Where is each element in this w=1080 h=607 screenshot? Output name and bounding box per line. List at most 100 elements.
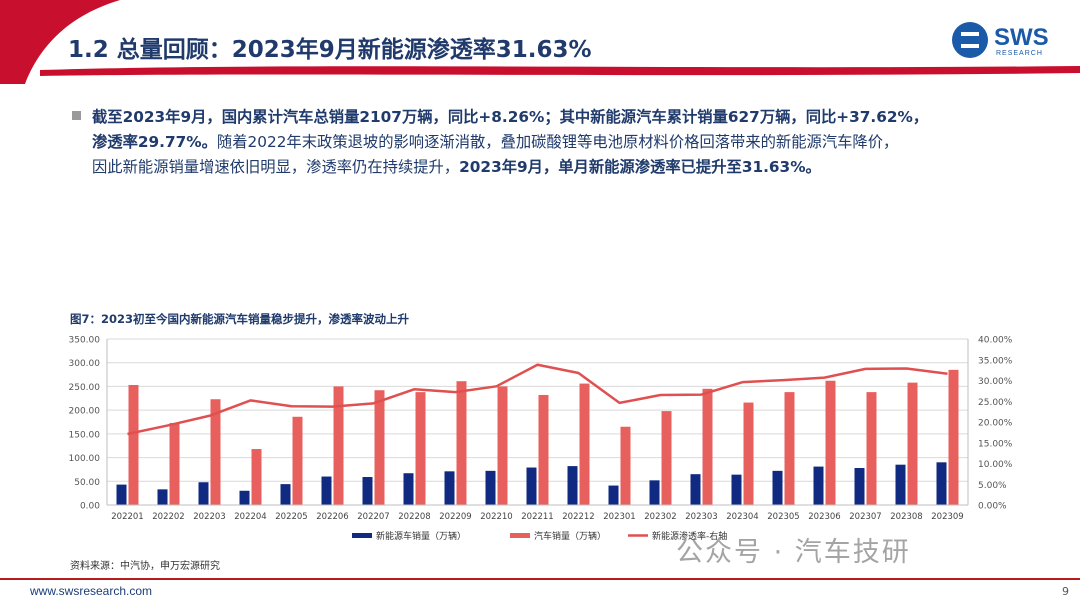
legend-swatch xyxy=(352,533,372,538)
x-tick-label: 202301 xyxy=(603,512,635,522)
bullet-icon xyxy=(72,111,81,120)
y-right-tick-label: 25.00% xyxy=(978,398,1013,408)
bar-nev-sales xyxy=(731,474,742,505)
bar-nev-sales xyxy=(362,477,373,505)
watermark-text: 公众号 · 汽车技研 xyxy=(676,537,911,568)
y-left-tick-label: 0.00 xyxy=(80,502,100,512)
x-tick-label: 202203 xyxy=(193,512,225,522)
footer-url: www.swsresearch.com xyxy=(30,584,153,598)
y-left-tick-label: 300.00 xyxy=(69,359,101,369)
x-tick-label: 202201 xyxy=(111,512,143,522)
bar-car-sales xyxy=(415,392,426,505)
y-right-tick-label: 5.00% xyxy=(978,481,1007,491)
bar-nev-sales xyxy=(649,480,660,505)
bar-nev-sales xyxy=(444,471,455,505)
bar-car-sales xyxy=(661,411,672,505)
x-tick-label: 202210 xyxy=(480,512,512,522)
bar-nev-sales xyxy=(690,474,701,505)
bar-car-sales xyxy=(907,382,918,505)
bar-nev-sales xyxy=(403,473,414,505)
y-right-tick-label: 35.00% xyxy=(978,356,1013,366)
bar-car-sales xyxy=(866,392,877,505)
bar-nev-sales xyxy=(608,485,619,505)
y-right-tick-label: 30.00% xyxy=(978,377,1013,387)
legend-label: 新能源车销量（万辆） xyxy=(376,530,466,542)
bar-car-sales xyxy=(702,388,713,505)
y-left-tick-label: 200.00 xyxy=(69,407,101,417)
bar-nev-sales xyxy=(813,466,824,505)
summary-line-1: 截至2023年9月，国内累计汽车总销量2107万辆，同比+8.26%；其中新能源… xyxy=(92,108,929,126)
legend-label: 新能源渗透率-右轴 xyxy=(652,530,727,542)
x-tick-label: 202209 xyxy=(439,512,471,522)
bar-car-sales xyxy=(456,381,467,505)
x-tick-label: 202206 xyxy=(316,512,348,522)
legend-label: 汽车销量（万辆） xyxy=(534,530,606,542)
bar-nev-sales xyxy=(895,464,906,505)
y-right-tick-label: 15.00% xyxy=(978,439,1013,449)
bar-car-sales xyxy=(825,380,836,505)
sws-logo: SWS RESEARCH xyxy=(952,22,1062,62)
y-right-tick-label: 0.00% xyxy=(978,502,1007,512)
summary-line-2b: 随着2022年末政策退坡的影响逐渐消散，叠加碳酸锂等电池原材料价格回落带来的新能… xyxy=(216,133,899,151)
x-tick-label: 202202 xyxy=(152,512,184,522)
bar-nev-sales xyxy=(157,489,168,505)
legend-swatch xyxy=(510,533,530,538)
page-title: 1.2 总量回顾：2023年9月新能源渗透率31.63% xyxy=(68,37,592,63)
bar-nev-sales xyxy=(485,470,496,505)
bar-nev-sales xyxy=(198,482,209,505)
bar-nev-sales xyxy=(526,467,537,505)
x-tick-label: 202306 xyxy=(808,512,840,522)
bar-nev-sales xyxy=(567,466,578,505)
bar-car-sales xyxy=(538,394,549,505)
bar-nev-sales xyxy=(772,470,783,505)
bar-car-sales xyxy=(251,449,262,505)
bar-car-sales xyxy=(497,386,508,505)
bar-car-sales xyxy=(743,402,754,505)
y-right-tick-label: 10.00% xyxy=(978,460,1013,470)
figure-source: 资料来源：中汽协，申万宏源研究 xyxy=(70,561,220,572)
header-decoration xyxy=(0,0,1080,84)
x-tick-label: 202208 xyxy=(398,512,430,522)
x-tick-label: 202305 xyxy=(767,512,799,522)
bar-car-sales xyxy=(333,386,344,505)
x-tick-label: 202207 xyxy=(357,512,389,522)
bar-car-sales xyxy=(210,399,221,505)
y-right-tick-label: 20.00% xyxy=(978,419,1013,429)
bar-car-sales xyxy=(579,383,590,505)
x-tick-label: 202302 xyxy=(644,512,676,522)
bar-nev-sales xyxy=(280,484,291,505)
x-tick-label: 202309 xyxy=(931,512,963,522)
x-tick-label: 202204 xyxy=(234,512,266,522)
footer-divider xyxy=(0,578,1080,580)
y-left-tick-label: 150.00 xyxy=(69,430,101,440)
bar-nev-sales xyxy=(854,468,865,505)
bar-car-sales xyxy=(292,416,303,505)
x-tick-label: 202304 xyxy=(726,512,758,522)
bar-car-sales xyxy=(374,390,385,505)
page-number: 9 xyxy=(1062,585,1069,598)
figure-title: 图7：2023初至今国内新能源汽车销量稳步提升，渗透率波动上升 xyxy=(70,312,410,326)
sws-logo-icon xyxy=(952,22,988,58)
y-left-tick-label: 50.00 xyxy=(74,478,100,488)
bar-nev-sales xyxy=(116,484,127,505)
summary-line-2a: 渗透率29.77%。 xyxy=(92,133,217,151)
x-tick-label: 202307 xyxy=(849,512,881,522)
x-tick-label: 202303 xyxy=(685,512,717,522)
line-nev-penetration xyxy=(127,363,948,436)
bar-car-sales xyxy=(128,385,139,505)
x-tick-label: 202308 xyxy=(890,512,922,522)
summary-paragraph: 截至2023年9月，国内累计汽车总销量2107万辆，同比+8.26%；其中新能源… xyxy=(92,105,1042,180)
summary-line-3a: 因此新能源销量增速依旧明显，渗透率仍在持续提升， xyxy=(92,158,460,176)
y-left-tick-label: 250.00 xyxy=(69,383,101,393)
bar-car-sales xyxy=(620,426,631,505)
y-left-tick-label: 100.00 xyxy=(69,454,101,464)
logo-text: SWS xyxy=(994,24,1049,51)
y-right-tick-label: 40.00% xyxy=(978,336,1013,346)
bar-car-sales xyxy=(784,392,795,505)
x-tick-label: 202211 xyxy=(521,512,553,522)
bar-car-sales xyxy=(948,369,959,505)
y-left-tick-label: 350.00 xyxy=(69,336,101,346)
summary-line-3b: 2023年9月，单月新能源渗透率已提升至31.63%。 xyxy=(459,158,821,176)
logo-subtext: RESEARCH xyxy=(996,50,1043,57)
bar-nev-sales xyxy=(321,476,332,505)
